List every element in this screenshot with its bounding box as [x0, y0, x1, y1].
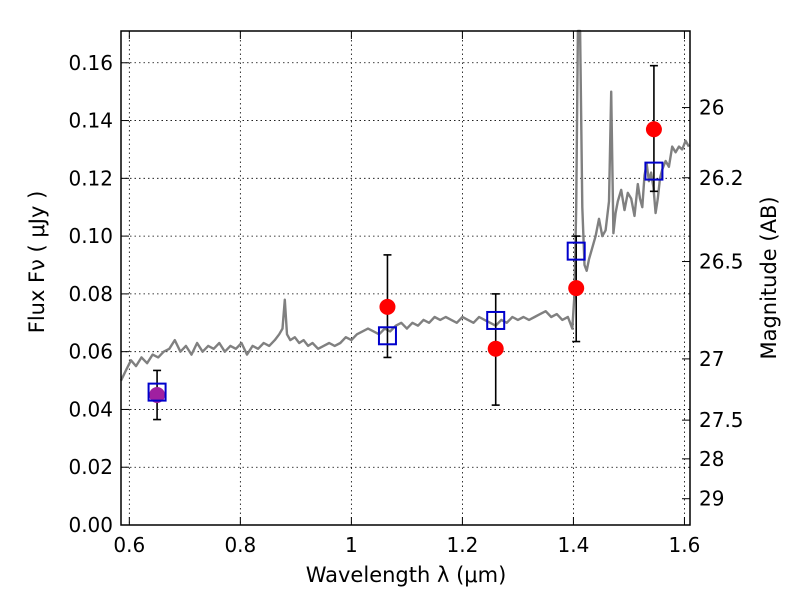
- y-tick-label: 0.04: [68, 397, 113, 421]
- model-points: [147, 161, 664, 402]
- right-tick-label: 26.5: [699, 250, 744, 274]
- model-point: [486, 310, 506, 330]
- plot-area-frame: [120, 30, 691, 526]
- x-tick-label: 1.2: [446, 533, 478, 557]
- y-tick-label: 0.16: [68, 51, 113, 75]
- y-tick-label: 0.00: [68, 513, 113, 537]
- y-tick-label: 0.06: [68, 340, 113, 364]
- y-tick-label: 0.14: [68, 109, 113, 133]
- x-tick-label: 1.6: [669, 533, 701, 557]
- observed-point: [379, 298, 396, 315]
- y-axis-ticks: 0.00 0.02 0.04 0.06 0.08 0.10 0.12 0.14 0.16: [68, 51, 129, 537]
- right-axis-ticks: 26 26.2 26.5 27 27.5 28 29: [682, 96, 744, 511]
- right-tick-label: 26.2: [699, 166, 744, 190]
- model-point: [377, 326, 397, 346]
- observed-point: [645, 121, 662, 138]
- y-tick-label: 0.02: [68, 455, 113, 479]
- y-tick-label: 0.08: [68, 282, 113, 306]
- right-tick-label: 29: [699, 487, 724, 511]
- right-tick-label: 27.5: [699, 408, 744, 432]
- observed-point: [568, 280, 585, 297]
- model-point: [644, 161, 664, 181]
- x-tick-label: 0.8: [224, 533, 256, 557]
- observed-point: [149, 387, 166, 403]
- right-tick-label: 27: [699, 347, 724, 371]
- x-tick-label: 1.4: [558, 533, 590, 557]
- x-tick-label: 0.6: [113, 533, 145, 557]
- model-point: [566, 241, 586, 261]
- right-tick-label: 26: [699, 96, 724, 120]
- right-tick-label: 28: [699, 447, 724, 471]
- spectrum-line: [119, 29, 690, 382]
- right-axis-label: Magnitude (AB): [757, 196, 781, 359]
- y-tick-label: 0.12: [68, 166, 113, 190]
- spectrum-layer: [119, 29, 690, 382]
- observed-points: [149, 121, 662, 403]
- observed-point: [487, 340, 504, 357]
- y-tick-label: 0.10: [68, 224, 113, 248]
- grid-lines: [121, 31, 690, 526]
- x-axis-ticks: 0.6 0.8 1 1.2 1.4 1.6: [113, 31, 700, 557]
- y-axis-label: Flux Fν ( μJy ): [25, 191, 49, 334]
- x-axis-label: Wavelength λ (μm): [306, 563, 507, 587]
- x-tick-label: 1: [345, 533, 358, 557]
- model-point: [147, 382, 167, 402]
